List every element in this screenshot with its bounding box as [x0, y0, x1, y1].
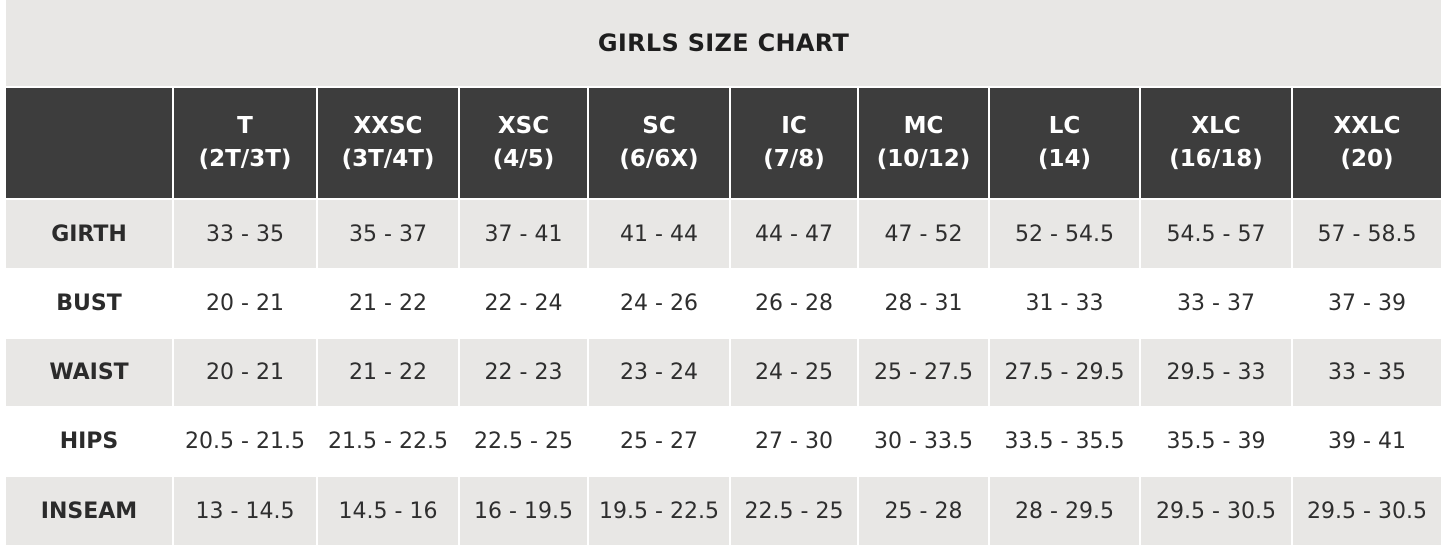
table-cell: 25 - 27.5	[859, 339, 988, 406]
header-size-xxlc: XXLC (20)	[1293, 88, 1441, 198]
table-cell: 23 - 24	[589, 339, 729, 406]
size-equivalent: (20)	[1340, 146, 1394, 172]
table-cell: 52 - 54.5	[990, 200, 1139, 268]
table-cell: 29.5 - 30.5	[1293, 477, 1441, 545]
header-size-t: T (2T/3T)	[174, 88, 316, 198]
size-equivalent: (4/5)	[492, 146, 555, 172]
table-cell: 21 - 22	[318, 270, 458, 337]
size-label: MC	[903, 113, 944, 139]
table-cell: 16 - 19.5	[460, 477, 587, 545]
header-size-sc: SC (6/6X)	[589, 88, 729, 198]
table-cell: 54.5 - 57	[1141, 200, 1291, 268]
table-cell: 25 - 27	[589, 408, 729, 475]
table-cell: 20.5 - 21.5	[174, 408, 316, 475]
table-cell: 41 - 44	[589, 200, 729, 268]
size-label: XXSC	[353, 113, 423, 139]
size-label: XXLC	[1333, 113, 1401, 139]
row-label-waist: WAIST	[6, 339, 172, 406]
table-cell: 33 - 35	[174, 200, 316, 268]
table-cell: 24 - 26	[589, 270, 729, 337]
size-label: SC	[642, 113, 676, 139]
size-label: XSC	[497, 113, 550, 139]
size-equivalent: (3T/4T)	[341, 146, 435, 172]
table-cell: 29.5 - 30.5	[1141, 477, 1291, 545]
size-equivalent: (6/6X)	[619, 146, 699, 172]
table-cell: 24 - 25	[731, 339, 857, 406]
table-cell: 20 - 21	[174, 339, 316, 406]
header-corner-cell	[6, 88, 172, 198]
table-cell: 44 - 47	[731, 200, 857, 268]
table-cell: 39 - 41	[1293, 408, 1441, 475]
header-size-xsc: XSC (4/5)	[460, 88, 587, 198]
table-cell: 19.5 - 22.5	[589, 477, 729, 545]
table-cell: 57 - 58.5	[1293, 200, 1441, 268]
table-cell: 28 - 31	[859, 270, 988, 337]
size-chart-table: T (2T/3T) XXSC (3T/4T) XSC (4/5) SC (6/6X) IC (7/…	[6, 88, 1441, 545]
size-label: T	[237, 113, 253, 139]
table-cell: 27 - 30	[731, 408, 857, 475]
table-cell: 14.5 - 16	[318, 477, 458, 545]
row-label-girth: GIRTH	[6, 200, 172, 268]
table-cell: 31 - 33	[990, 270, 1139, 337]
table-cell: 22.5 - 25	[460, 408, 587, 475]
table-cell: 21 - 22	[318, 339, 458, 406]
table-cell: 22 - 23	[460, 339, 587, 406]
size-label: IC	[781, 113, 807, 139]
table-cell: 22.5 - 25	[731, 477, 857, 545]
size-label: LC	[1048, 113, 1081, 139]
size-equivalent: (7/8)	[763, 146, 825, 172]
table-cell: 28 - 29.5	[990, 477, 1139, 545]
table-cell: 22 - 24	[460, 270, 587, 337]
table-cell: 37 - 41	[460, 200, 587, 268]
header-size-xlc: XLC (16/18)	[1141, 88, 1291, 198]
table-cell: 13 - 14.5	[174, 477, 316, 545]
table-cell: 21.5 - 22.5	[318, 408, 458, 475]
table-cell: 26 - 28	[731, 270, 857, 337]
table-cell: 33 - 35	[1293, 339, 1441, 406]
header-size-ic: IC (7/8)	[731, 88, 857, 198]
size-equivalent: (2T/3T)	[198, 146, 292, 172]
table-cell: 29.5 - 33	[1141, 339, 1291, 406]
row-label-inseam: INSEAM	[6, 477, 172, 545]
table-cell: 27.5 - 29.5	[990, 339, 1139, 406]
table-cell: 47 - 52	[859, 200, 988, 268]
header-size-lc: LC (14)	[990, 88, 1139, 198]
chart-title: GIRLS SIZE CHART	[6, 0, 1441, 86]
size-equivalent: (16/18)	[1169, 146, 1263, 172]
table-cell: 30 - 33.5	[859, 408, 988, 475]
header-size-mc: MC (10/12)	[859, 88, 988, 198]
row-label-bust: BUST	[6, 270, 172, 337]
header-size-xxsc: XXSC (3T/4T)	[318, 88, 458, 198]
table-cell: 35.5 - 39	[1141, 408, 1291, 475]
size-label: XLC	[1191, 113, 1241, 139]
table-cell: 20 - 21	[174, 270, 316, 337]
table-cell: 33.5 - 35.5	[990, 408, 1139, 475]
row-label-hips: HIPS	[6, 408, 172, 475]
size-equivalent: (14)	[1037, 146, 1092, 172]
table-cell: 33 - 37	[1141, 270, 1291, 337]
size-equivalent: (10/12)	[876, 146, 971, 172]
table-cell: 37 - 39	[1293, 270, 1441, 337]
table-cell: 25 - 28	[859, 477, 988, 545]
table-cell: 35 - 37	[318, 200, 458, 268]
